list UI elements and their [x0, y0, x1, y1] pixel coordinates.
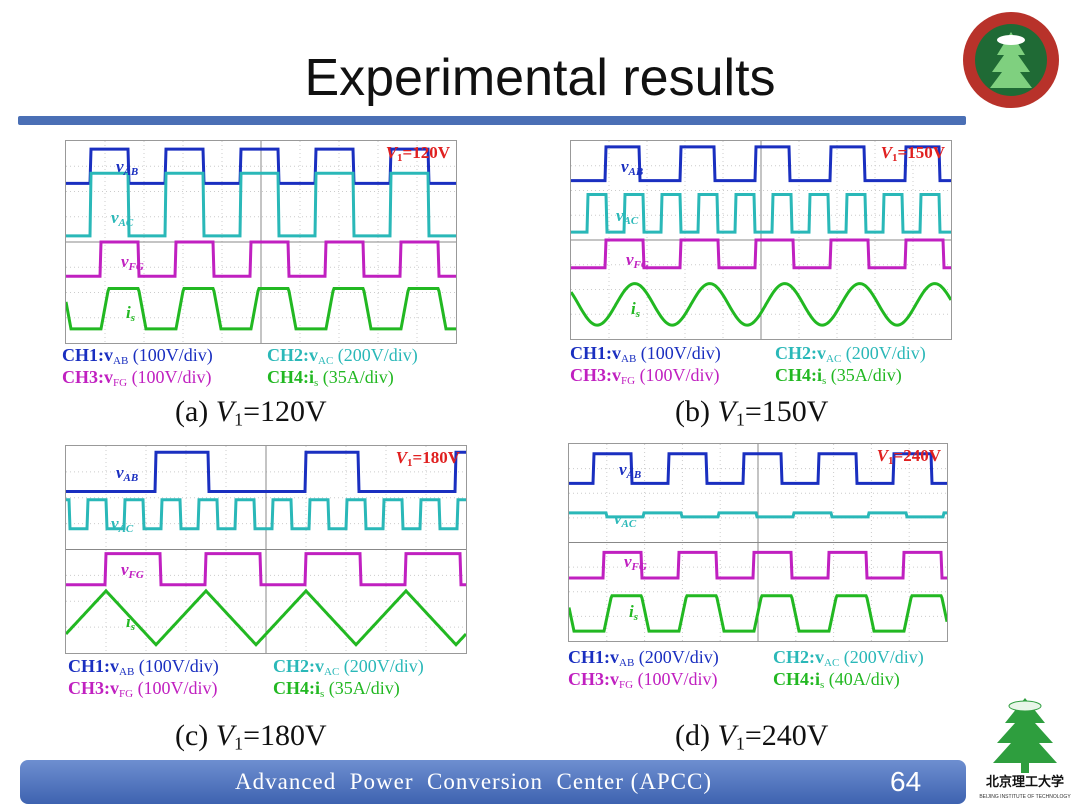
ch3-waveform [66, 552, 466, 587]
panel-caption-a: (a) V1=120V [175, 395, 327, 430]
ch4-waveform [569, 594, 947, 633]
ch1-waveform [66, 147, 456, 185]
input-voltage-tag: V1=150V [880, 143, 945, 164]
oscilloscope-panel-b: V1=150V vAB vAC vFG is [570, 140, 952, 340]
ch2-waveform [571, 193, 951, 234]
panel-caption-b: (b) V1=150V [675, 395, 829, 430]
oscilloscope-screen [569, 444, 947, 641]
panel-caption-c: (c) V1=180V [175, 719, 327, 754]
label-vac: vAC [614, 509, 637, 530]
legend-ch1: CH1:vAB (200V/div) [568, 647, 719, 669]
input-voltage-tag: V1=120V [385, 143, 450, 164]
ch3-waveform [571, 238, 951, 270]
ch3-waveform [569, 550, 947, 580]
legend-ch2: CH2:vAC (200V/div) [267, 345, 418, 367]
ch2-waveform [569, 511, 947, 519]
label-vfg: vFG [121, 560, 144, 581]
oscilloscope-panel-c: V1=180V vAB vAC vFG is [65, 445, 467, 654]
label-vac: vAC [111, 208, 134, 229]
slide-title: Experimental results [304, 49, 776, 107]
ch1-waveform [66, 450, 466, 493]
input-voltage-tag: V1=240V [876, 446, 941, 467]
label-vfg: vFG [624, 552, 647, 573]
footer-text: Advanced Power Conversion Center (APCC) [235, 769, 713, 794]
oscilloscope-screen [571, 141, 951, 339]
label-vab: vAB [116, 157, 139, 178]
label-vfg: vFG [121, 252, 144, 273]
panel-caption-d: (d) V1=240V [675, 719, 829, 754]
legend-ch3: CH3:vFG (100V/div) [68, 678, 218, 700]
legend-ch1: CH1:vAB (100V/div) [570, 343, 721, 365]
legend-ch4: CH4:is (35A/div) [273, 678, 400, 700]
label-is: is [126, 303, 136, 324]
oscilloscope-panel-d: V1=240V vAB vAC vFG is [568, 443, 948, 642]
oscilloscope-screen [66, 141, 456, 343]
label-vfg: vFG [626, 250, 649, 271]
label-vac: vAC [111, 514, 134, 535]
channel-legend-c: CH1:vAB (100V/div) CH2:vAC (200V/div) CH… [68, 655, 478, 699]
footer-bar: Advanced Power Conversion Center (APCC) … [20, 760, 966, 804]
channel-legend-a: CH1:vAB (100V/div) CH2:vAC (200V/div) CH… [62, 344, 472, 388]
university-logo: 北京理工大学 BEIJING INSTITUTE OF TECHNOLOGY [975, 688, 1075, 808]
label-is: is [631, 299, 641, 320]
channel-legend-b: CH1:vAB (100V/div) CH2:vAC (200V/div) CH… [570, 342, 980, 386]
legend-ch4: CH4:is (35A/div) [267, 367, 394, 389]
oscilloscope-panel-a: V1=120V vAB vAC vFG is [65, 140, 457, 344]
legend-ch3: CH3:vFG (100V/div) [570, 365, 720, 387]
logo-text-en: BEIJING INSTITUTE OF TECHNOLOGY [979, 794, 1071, 800]
ch4-waveform [66, 287, 456, 331]
logo-text-cn: 北京理工大学 [985, 774, 1064, 789]
label-vab: vAB [116, 463, 139, 484]
channel-legend-d: CH1:vAB (200V/div) CH2:vAC (200V/div) CH… [568, 646, 978, 690]
legend-ch2: CH2:vAC (200V/div) [775, 343, 926, 365]
ch1-waveform [571, 145, 951, 183]
legend-ch3: CH3:vFG (100V/div) [568, 669, 718, 691]
oscilloscope-screen [66, 446, 466, 653]
ch4-waveform [66, 588, 466, 647]
tree-logo-icon [993, 698, 1057, 773]
label-is: is [629, 602, 639, 623]
ch1-waveform [569, 452, 947, 485]
title-divider [18, 116, 966, 125]
ch2-waveform [66, 498, 466, 531]
label-vab: vAB [619, 460, 642, 481]
legend-ch3: CH3:vFG (100V/div) [62, 367, 212, 389]
ch2-waveform [66, 171, 456, 238]
input-voltage-tag: V1=180V [395, 448, 460, 469]
ch3-waveform [66, 240, 456, 278]
page-number: 64 [890, 766, 922, 797]
label-is: is [126, 612, 136, 633]
legend-ch2: CH2:vAC (200V/div) [273, 656, 424, 678]
label-vab: vAB [621, 157, 644, 178]
legend-ch4: CH4:is (40A/div) [773, 669, 900, 691]
ch4-waveform [571, 282, 951, 327]
label-vac: vAC [616, 206, 639, 227]
legend-ch2: CH2:vAC (200V/div) [773, 647, 924, 669]
legend-ch1: CH1:vAB (100V/div) [68, 656, 219, 678]
legend-ch1: CH1:vAB (100V/div) [62, 345, 213, 367]
legend-ch4: CH4:is (35A/div) [775, 365, 902, 387]
university-seal-logo [963, 12, 1059, 108]
